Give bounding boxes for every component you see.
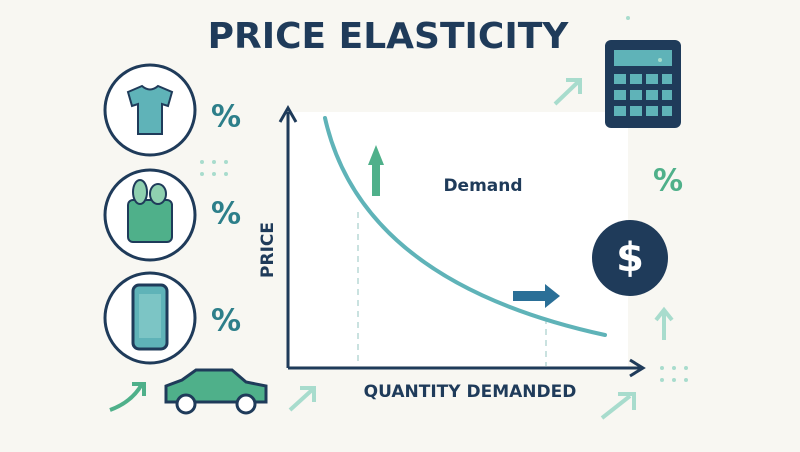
deco-arrow bbox=[600, 392, 636, 420]
deco-arrow bbox=[109, 382, 146, 412]
phone-screen bbox=[139, 294, 161, 338]
right-arrow bbox=[513, 284, 560, 308]
x-axis-arrow bbox=[629, 358, 646, 378]
calculator-screen bbox=[614, 50, 672, 66]
curve-label: Demand bbox=[443, 176, 522, 196]
x-axis-label: QUANTITY DEMANDED bbox=[364, 382, 577, 402]
car-wheel bbox=[175, 393, 197, 415]
calculator-keys bbox=[614, 74, 672, 116]
percent-sign: % bbox=[211, 100, 241, 135]
plot-area bbox=[290, 112, 628, 366]
deco-dots bbox=[200, 16, 688, 382]
shirt-icon bbox=[126, 84, 174, 135]
percent-sign: % bbox=[211, 304, 241, 339]
demand-curve bbox=[323, 116, 607, 337]
deco-arrow bbox=[288, 386, 316, 412]
bag-item bbox=[149, 183, 167, 205]
bag-item bbox=[132, 179, 148, 205]
bag-icon bbox=[127, 199, 173, 243]
y-axis-arrow bbox=[278, 104, 298, 123]
car-wheel bbox=[235, 393, 257, 415]
dollar-circle bbox=[592, 220, 668, 296]
dollar-sign: $ bbox=[616, 235, 644, 281]
y-axis-label: PRICE bbox=[258, 222, 278, 278]
up-arrow bbox=[368, 145, 384, 196]
deco-arrow bbox=[654, 306, 674, 340]
deco-arrow bbox=[553, 78, 582, 106]
title: PRICE ELASTICITY bbox=[208, 16, 570, 57]
car-icon bbox=[164, 368, 268, 404]
percent-sign: % bbox=[211, 197, 241, 232]
percent-sign: % bbox=[653, 164, 683, 199]
